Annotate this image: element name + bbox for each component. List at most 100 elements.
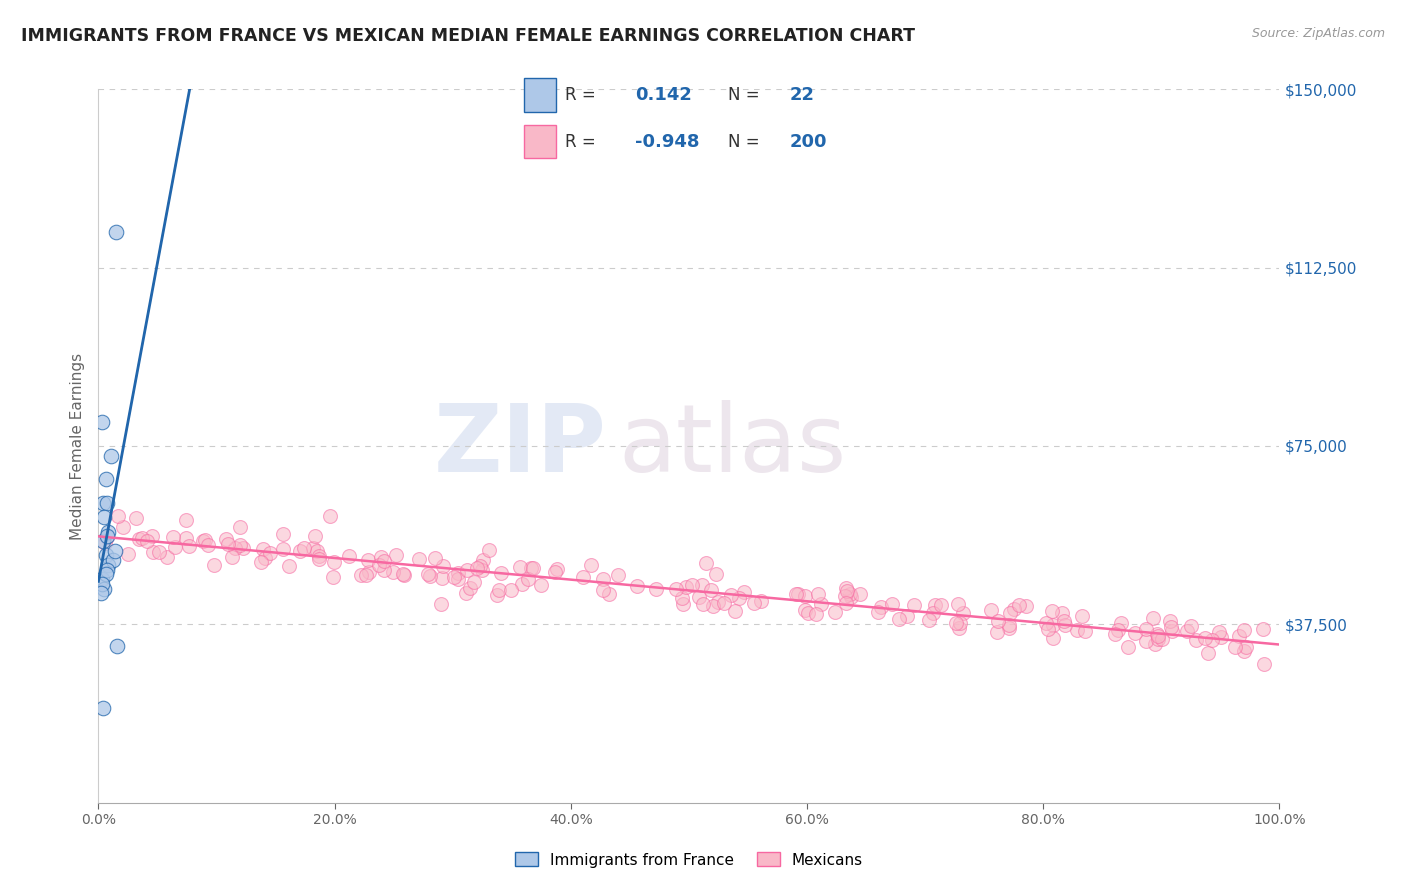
- Point: [94, 472, 117, 486]
- Point: [124, 510, 146, 524]
- Point: [804, 607, 827, 622]
- Point: [302, 541, 325, 555]
- Point: [117, 547, 139, 561]
- Point: [887, 612, 910, 626]
- Point: [1201, 633, 1223, 648]
- Point: [478, 542, 501, 557]
- Point: [724, 604, 747, 618]
- Point: [1142, 610, 1164, 624]
- Point: [807, 587, 830, 601]
- Point: [598, 586, 620, 600]
- Point: [456, 563, 478, 577]
- Point: [91, 577, 114, 591]
- Point: [454, 586, 477, 600]
- Point: [250, 555, 273, 569]
- Point: [271, 526, 294, 541]
- Point: [458, 581, 481, 595]
- Point: [704, 567, 727, 582]
- Point: [720, 588, 742, 602]
- Point: [692, 597, 714, 611]
- Point: [107, 509, 129, 524]
- Point: [1150, 632, 1173, 647]
- Point: [447, 573, 470, 587]
- Point: [91, 534, 114, 549]
- Point: [104, 543, 127, 558]
- Point: [277, 559, 299, 574]
- Point: [174, 531, 197, 545]
- Point: [1042, 631, 1064, 645]
- Point: [1002, 602, 1025, 616]
- Point: [713, 596, 735, 610]
- Point: [1159, 614, 1181, 628]
- Point: [94, 567, 117, 582]
- Point: [1070, 609, 1092, 624]
- Point: [1208, 624, 1230, 639]
- Point: [94, 549, 117, 563]
- Point: [592, 582, 614, 597]
- FancyBboxPatch shape: [524, 78, 557, 112]
- Point: [1253, 657, 1275, 671]
- Point: [1104, 627, 1126, 641]
- Point: [581, 558, 603, 572]
- Point: [156, 549, 179, 564]
- Point: [522, 561, 544, 575]
- Point: [259, 546, 281, 560]
- Point: [707, 595, 730, 609]
- Point: [165, 540, 187, 554]
- Point: [675, 580, 697, 594]
- Text: IMMIGRANTS FROM FRANCE VS MEXICAN MEDIAN FEMALE EARNINGS CORRELATION CHART: IMMIGRANTS FROM FRANCE VS MEXICAN MEDIAN…: [21, 27, 915, 45]
- Point: [546, 562, 568, 576]
- Point: [486, 588, 509, 602]
- Point: [373, 554, 395, 568]
- Point: [337, 549, 360, 563]
- Point: [949, 616, 972, 631]
- Point: [392, 567, 415, 582]
- Point: [749, 594, 772, 608]
- Point: [1074, 624, 1097, 638]
- FancyBboxPatch shape: [524, 125, 557, 159]
- Point: [592, 572, 614, 586]
- Point: [488, 582, 510, 597]
- Point: [202, 558, 225, 572]
- Point: [998, 621, 1021, 635]
- Text: 22: 22: [789, 86, 814, 103]
- Point: [1234, 640, 1257, 655]
- Point: [499, 583, 522, 598]
- Point: [429, 597, 451, 611]
- Text: Source: ZipAtlas.com: Source: ZipAtlas.com: [1251, 27, 1385, 40]
- Point: [1180, 619, 1202, 633]
- Point: [948, 597, 970, 611]
- Point: [841, 590, 863, 604]
- Point: [530, 578, 553, 592]
- Point: [671, 591, 693, 605]
- Point: [695, 556, 717, 570]
- Point: [1175, 624, 1198, 638]
- Point: [1147, 629, 1170, 643]
- Point: [929, 598, 952, 612]
- Point: [1211, 630, 1233, 644]
- Point: [810, 597, 832, 611]
- Point: [980, 603, 1002, 617]
- Point: [194, 533, 217, 547]
- Point: [323, 555, 346, 569]
- Point: [111, 520, 134, 534]
- Point: [100, 449, 122, 463]
- Point: [849, 587, 872, 601]
- Point: [373, 563, 395, 577]
- Point: [924, 598, 946, 612]
- Point: [987, 615, 1010, 629]
- Point: [945, 616, 967, 631]
- Point: [1232, 623, 1254, 637]
- Point: [1053, 617, 1076, 632]
- Point: [305, 544, 328, 558]
- Point: [516, 572, 538, 586]
- Point: [509, 560, 531, 574]
- Point: [271, 542, 294, 557]
- Point: [607, 568, 630, 582]
- Point: [97, 558, 120, 572]
- Point: [824, 605, 846, 619]
- Point: [1050, 606, 1073, 620]
- Point: [544, 565, 567, 579]
- Point: [357, 566, 380, 580]
- Point: [1008, 598, 1031, 612]
